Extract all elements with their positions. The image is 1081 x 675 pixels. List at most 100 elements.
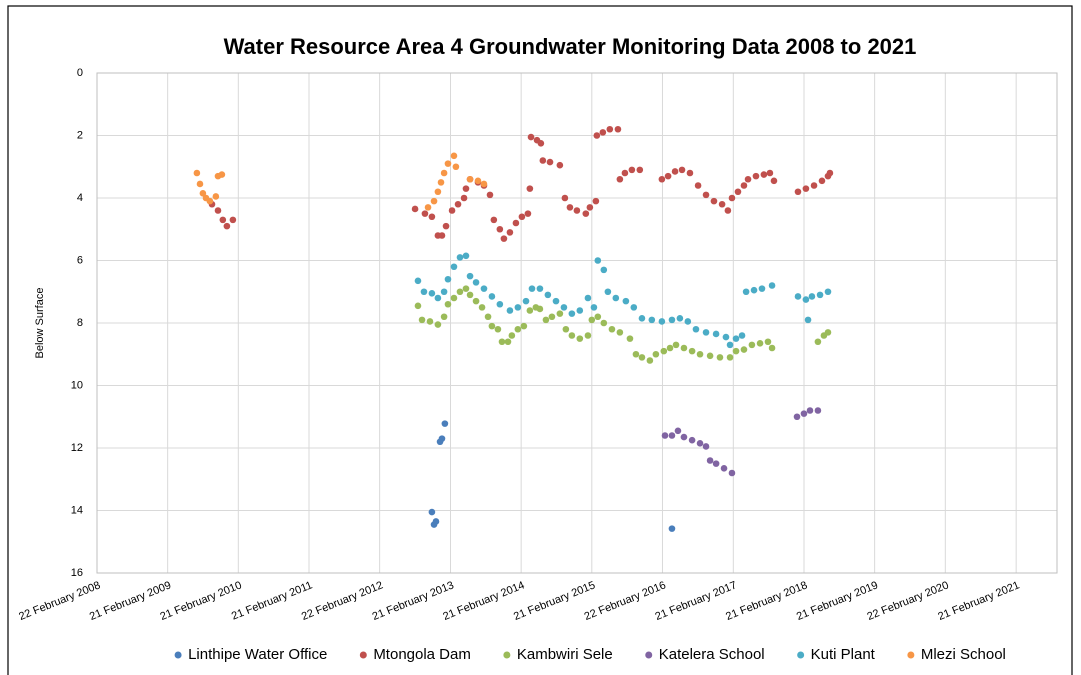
- data-point: [212, 193, 220, 200]
- data-point: [726, 354, 734, 361]
- data-point: [514, 325, 522, 333]
- data-point: [568, 332, 576, 339]
- data-point: [494, 325, 502, 333]
- data-point: [702, 443, 710, 450]
- data-point: [600, 266, 608, 274]
- data-point: [604, 288, 612, 296]
- data-point: [756, 340, 764, 347]
- chart-title: Water Resource Area 4 Groundwater Monito…: [224, 34, 917, 59]
- data-point: [668, 432, 676, 439]
- data-point: [548, 313, 556, 321]
- data-point: [460, 194, 468, 202]
- data-point: [506, 307, 514, 314]
- data-point: [630, 304, 638, 311]
- data-point: [438, 232, 446, 239]
- data-point: [484, 313, 492, 321]
- data-point: [223, 222, 231, 230]
- data-point: [802, 185, 810, 192]
- data-point: [514, 304, 522, 311]
- data-point: [568, 310, 576, 317]
- data-point: [720, 465, 728, 472]
- data-point: [768, 282, 776, 289]
- data-point: [616, 329, 624, 336]
- y-tick-label: 4: [77, 192, 83, 204]
- data-point: [418, 316, 426, 324]
- data-point: [770, 177, 778, 185]
- data-point: [800, 410, 808, 417]
- data-point: [616, 175, 624, 183]
- y-tick-label: 10: [71, 379, 83, 391]
- data-point: [522, 297, 530, 305]
- data-point: [219, 216, 227, 224]
- legend-label: Katelera School: [659, 646, 765, 663]
- data-point: [768, 344, 776, 352]
- legend-marker: [645, 651, 653, 659]
- data-point: [576, 307, 584, 314]
- data-point: [462, 285, 470, 292]
- data-point: [539, 157, 547, 164]
- plot-border: [96, 72, 1058, 574]
- data-point: [592, 197, 600, 205]
- data-point: [466, 291, 474, 299]
- data-point: [660, 347, 668, 355]
- legend-label: Kambwiri Sele: [517, 646, 613, 663]
- data-point: [472, 279, 480, 286]
- data-point: [527, 133, 535, 141]
- data-point: [758, 285, 766, 292]
- data-point: [490, 216, 498, 224]
- data-point: [218, 171, 226, 178]
- data-point: [664, 172, 672, 180]
- data-point: [671, 168, 679, 175]
- data-point: [440, 288, 448, 296]
- data-point: [712, 460, 720, 467]
- data-point: [622, 297, 630, 305]
- data-point: [794, 188, 802, 196]
- data-point: [686, 169, 694, 177]
- data-point: [520, 322, 528, 330]
- data-point: [556, 161, 564, 169]
- y-tick-label: 16: [71, 567, 83, 579]
- data-point: [600, 319, 608, 327]
- data-point: [524, 210, 532, 217]
- data-point: [214, 207, 222, 214]
- data-point: [744, 175, 752, 183]
- data-point: [448, 207, 456, 214]
- legend-marker: [907, 651, 915, 659]
- data-point: [810, 182, 818, 189]
- data-point: [450, 263, 458, 271]
- data-point: [706, 352, 714, 360]
- data-point: [608, 325, 616, 333]
- data-point: [450, 294, 458, 302]
- data-point: [666, 344, 674, 352]
- data-point: [456, 254, 464, 261]
- data-point: [716, 354, 724, 361]
- data-point: [196, 180, 204, 188]
- data-point: [734, 188, 742, 196]
- data-point: [488, 322, 496, 330]
- data-point: [722, 333, 730, 341]
- data-point: [692, 325, 700, 333]
- data-point: [638, 315, 646, 322]
- data-point: [593, 132, 601, 139]
- legend-marker: [797, 651, 805, 659]
- data-point: [472, 297, 480, 305]
- data-point: [434, 294, 442, 302]
- data-point: [437, 179, 445, 186]
- data-point: [652, 350, 660, 358]
- data-point: [826, 169, 834, 177]
- data-point: [450, 152, 458, 160]
- data-point: [680, 433, 688, 441]
- legend-marker: [359, 651, 367, 659]
- data-point: [626, 335, 634, 342]
- data-point: [740, 346, 748, 353]
- data-point: [726, 341, 734, 349]
- data-point: [648, 316, 656, 324]
- data-point: [496, 300, 504, 308]
- data-point: [750, 286, 758, 294]
- data-point: [658, 175, 666, 183]
- data-point: [546, 158, 554, 166]
- data-point: [793, 413, 801, 421]
- data-point: [668, 316, 676, 324]
- data-point: [428, 213, 436, 221]
